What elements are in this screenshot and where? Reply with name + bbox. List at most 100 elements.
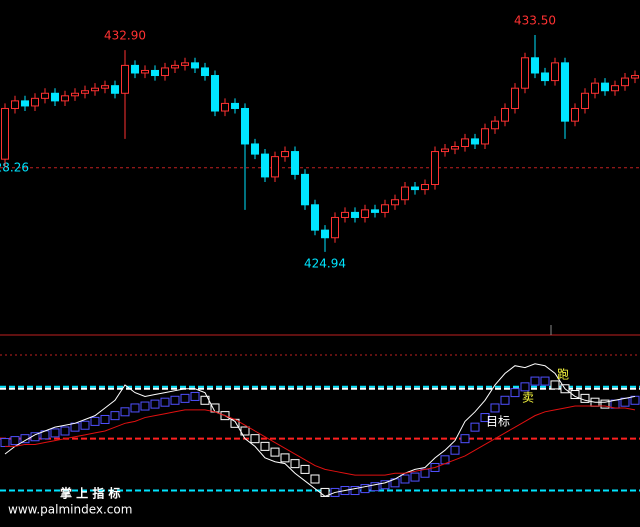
candle-body xyxy=(351,211,359,218)
step-box xyxy=(160,397,170,407)
step-box xyxy=(260,441,270,451)
candle-body xyxy=(101,85,109,89)
candle-body xyxy=(181,62,189,66)
candle-body xyxy=(571,107,579,122)
brand-url: www.palmindex.com xyxy=(8,503,132,517)
candle-body xyxy=(331,216,339,239)
candle-body xyxy=(241,107,249,145)
candle-body xyxy=(191,62,199,69)
candle-body xyxy=(541,72,549,82)
candle-body xyxy=(1,107,9,160)
candle-body xyxy=(111,85,119,94)
step-box xyxy=(290,459,300,469)
price-label: 424.94 xyxy=(304,256,346,270)
candle-body xyxy=(201,67,209,77)
step-box xyxy=(300,464,310,474)
signal-label: 卖 xyxy=(522,391,534,405)
indicator-line xyxy=(4,363,636,497)
candle-body xyxy=(341,211,349,218)
step-box xyxy=(470,422,480,432)
candle-body xyxy=(231,102,239,109)
step-box xyxy=(80,420,90,430)
step-box xyxy=(450,445,460,455)
step-box xyxy=(510,388,520,398)
step-box xyxy=(540,376,550,386)
candle-body xyxy=(171,64,179,69)
candle-body xyxy=(461,138,469,147)
step-box xyxy=(490,403,500,413)
candle-body xyxy=(161,67,169,77)
candle-body xyxy=(561,62,569,122)
step-box xyxy=(400,474,410,484)
step-box xyxy=(90,416,100,426)
candle-body xyxy=(401,186,409,201)
step-box xyxy=(350,486,360,496)
candle-body xyxy=(261,153,269,178)
candle-body xyxy=(581,92,589,109)
signal-label: 目标 xyxy=(486,415,510,429)
step-box xyxy=(630,395,640,405)
step-box xyxy=(60,426,70,436)
step-box xyxy=(180,393,190,403)
price-label: 433.50 xyxy=(514,13,556,27)
candle-body xyxy=(511,87,519,109)
step-box xyxy=(140,401,150,411)
step-box xyxy=(170,395,180,405)
candle-body xyxy=(491,120,499,130)
candle-body xyxy=(531,57,539,74)
candle-body xyxy=(371,209,379,213)
candle-body xyxy=(381,204,389,213)
step-box xyxy=(110,411,120,421)
candle-body xyxy=(291,151,299,175)
step-box xyxy=(550,380,560,390)
step-box xyxy=(480,413,490,423)
step-box xyxy=(460,434,470,444)
step-box xyxy=(100,414,110,424)
candle-body xyxy=(591,82,599,94)
step-box xyxy=(250,434,260,444)
candle-body xyxy=(431,151,439,186)
candle-body xyxy=(621,77,629,87)
candle-body xyxy=(211,75,219,112)
candle-body xyxy=(481,128,489,145)
candle-body xyxy=(301,173,309,206)
candle-body xyxy=(411,186,419,191)
candle-body xyxy=(51,92,59,102)
step-box xyxy=(500,395,510,405)
reference-label: 428.26 xyxy=(0,160,29,174)
candle-body xyxy=(141,69,149,74)
candle-body xyxy=(31,97,39,107)
candle-body xyxy=(551,62,559,82)
candle-body xyxy=(501,107,509,122)
candle-body xyxy=(391,199,399,206)
step-box xyxy=(370,482,380,492)
candle-body xyxy=(21,100,29,107)
candle-body xyxy=(81,90,89,94)
candle-body xyxy=(271,156,279,178)
step-box xyxy=(270,447,280,457)
step-box xyxy=(530,376,540,386)
step-box xyxy=(50,428,60,438)
step-box xyxy=(380,480,390,490)
step-box xyxy=(0,438,10,448)
candle-body xyxy=(471,138,479,145)
candle-body xyxy=(321,229,329,239)
candle-body xyxy=(221,102,229,112)
candle-body xyxy=(311,204,319,231)
step-box xyxy=(130,403,140,413)
step-box xyxy=(280,453,290,463)
step-box xyxy=(120,407,130,417)
signal-label: 跑 xyxy=(557,368,569,382)
candle-body xyxy=(421,184,429,191)
candle-body xyxy=(361,209,369,218)
candle-body xyxy=(121,64,129,94)
candle-body xyxy=(251,143,259,155)
step-box xyxy=(570,390,580,400)
candle-body xyxy=(91,87,99,92)
step-box xyxy=(10,436,20,446)
candle-body xyxy=(61,95,69,102)
step-box xyxy=(410,472,420,482)
brand: 掌 上 指 标 xyxy=(60,486,121,501)
